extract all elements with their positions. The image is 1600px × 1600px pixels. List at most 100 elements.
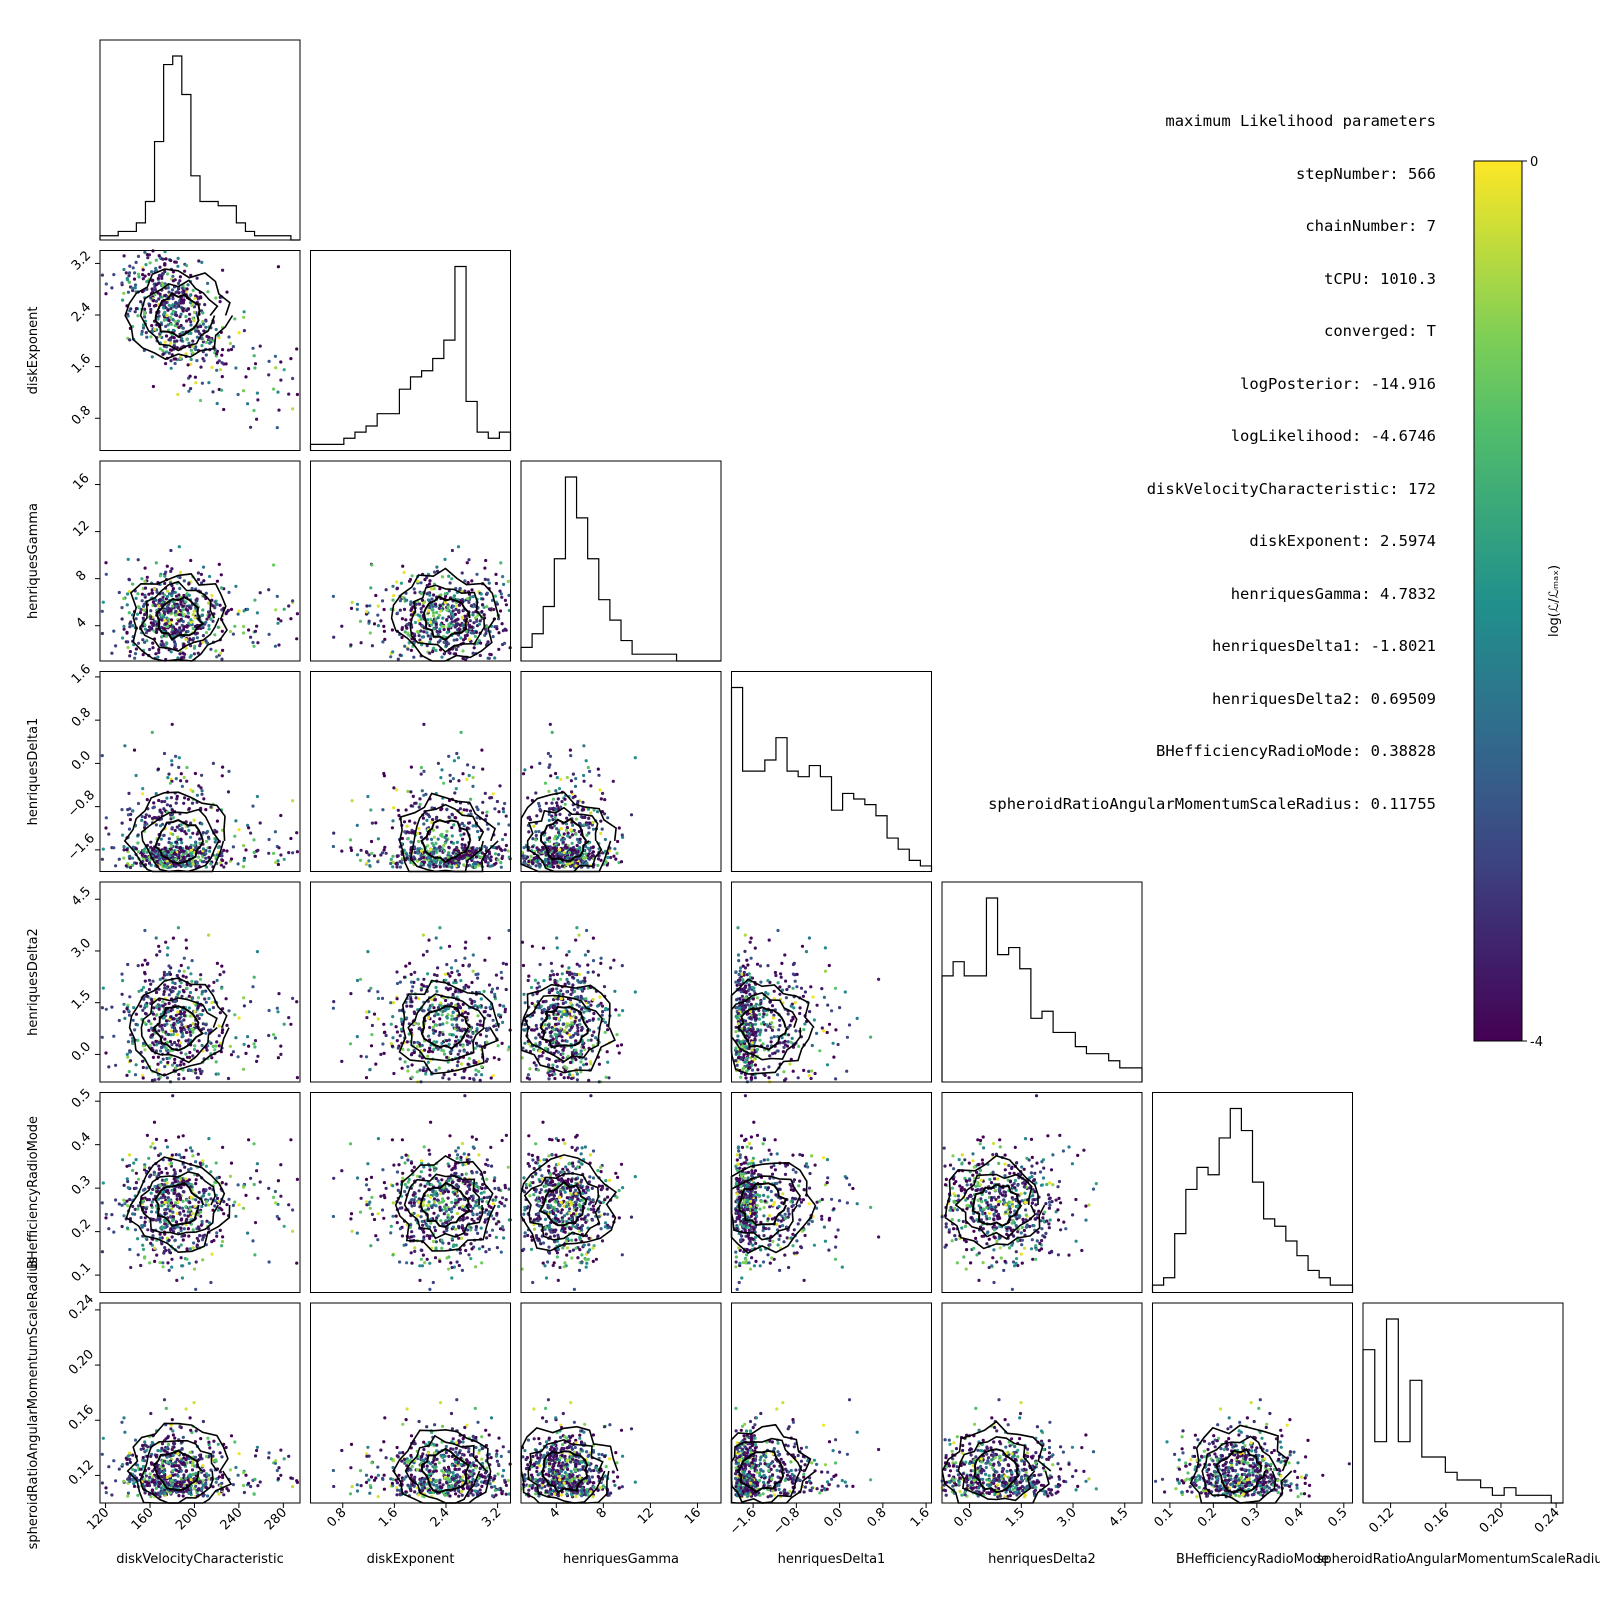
params-line: henriquesDelta1: -1.8021 [1212, 637, 1436, 655]
scatter-point [162, 1016, 166, 1020]
scatter-point [200, 337, 204, 341]
scatter-point [535, 814, 539, 818]
scatter-point [355, 1035, 359, 1039]
scatter-point [207, 933, 211, 937]
scatter-point [431, 614, 436, 618]
scatter-point [167, 1056, 171, 1060]
scatter-point [208, 846, 212, 850]
scatter-point [182, 298, 186, 302]
scatter-point [192, 646, 197, 650]
scatter-point [169, 850, 173, 855]
scatter-point [487, 852, 492, 856]
scatter-point [157, 1029, 161, 1033]
scatter-point [180, 337, 184, 341]
scatter-point [175, 825, 179, 829]
scatter-point [180, 994, 184, 999]
scatter-point [198, 1067, 202, 1071]
scatter-point [480, 748, 484, 752]
scatter-point [131, 582, 135, 586]
scatter-point [162, 864, 166, 868]
scatter-point [616, 1044, 620, 1048]
scatter-point [180, 841, 184, 845]
scatter-point [448, 974, 452, 978]
scatter-point [194, 980, 198, 984]
scatter-point [588, 769, 592, 774]
scatter-point [256, 641, 260, 645]
scatter-point [122, 254, 126, 258]
scatter-point [370, 563, 374, 567]
scatter-point [396, 808, 400, 812]
scatter-point [365, 851, 369, 855]
scatter-point [182, 775, 186, 780]
scatter-point [141, 1008, 145, 1013]
scatter-point [376, 624, 380, 628]
scatter-point [404, 964, 408, 968]
scatter-point [165, 1040, 170, 1044]
scatter-point [422, 722, 426, 727]
scatter-point [389, 857, 393, 862]
scatter-point [348, 838, 353, 842]
scatter-point [220, 586, 224, 590]
scatter-point [131, 809, 135, 813]
scatter-point [155, 590, 159, 594]
scatter-point [483, 958, 487, 962]
scatter-point [204, 353, 208, 357]
scatter-point [252, 644, 256, 648]
scatter-point [450, 548, 454, 553]
scatter-point [476, 1014, 480, 1018]
scatter-point [440, 768, 444, 772]
scatter-point [438, 1001, 443, 1005]
scatter-point [196, 329, 200, 333]
scatter-point [127, 274, 131, 278]
scatter-point [166, 323, 170, 327]
scatter-point [431, 650, 435, 654]
scatter-point [188, 293, 192, 297]
scatter-point [435, 565, 439, 569]
scatter-point [142, 602, 146, 607]
scatter-point [582, 1063, 586, 1067]
scatter-point [355, 607, 359, 612]
scatter-point [582, 779, 586, 783]
scatter-point [145, 280, 149, 284]
scatter-point [189, 357, 193, 362]
scatter-point [379, 1052, 383, 1056]
histogram-line [99, 55, 300, 241]
scatter-point [376, 990, 380, 994]
scatter-point [276, 621, 280, 625]
scatter-point [591, 845, 595, 849]
scatter-point [548, 722, 552, 727]
scatter-point [550, 801, 554, 805]
scatter-point [202, 860, 206, 864]
scatter-point [439, 946, 443, 950]
scatter-point [435, 629, 439, 634]
scatter-point [178, 1016, 182, 1021]
scatter-point [168, 988, 172, 992]
scatter-point [355, 853, 360, 857]
scatter-point [405, 1040, 409, 1044]
scatter-point [143, 979, 147, 983]
scatter-point [154, 936, 158, 940]
scatter-point [218, 973, 222, 977]
scatter-point [157, 254, 161, 258]
scatter-point [481, 597, 485, 601]
scatter-point [206, 610, 211, 614]
scatter-point [191, 344, 195, 348]
scatter-point [253, 362, 258, 366]
scatter-point [215, 352, 219, 356]
scatter-point [481, 800, 485, 804]
scatter-point [598, 995, 602, 999]
scatter-point [166, 776, 170, 780]
scatter-point [179, 1060, 183, 1064]
scatter-point [167, 351, 171, 355]
scatter-point [184, 1052, 188, 1056]
scatter-point [187, 640, 191, 644]
scatter-point [165, 595, 169, 599]
scatter-point [141, 638, 145, 642]
scatter-point [400, 617, 404, 621]
scatter-point [452, 638, 456, 642]
scatter-point [128, 309, 132, 313]
scatter-point [549, 774, 553, 778]
scatter-point [180, 306, 184, 310]
scatter-point [190, 801, 195, 805]
scatter-point [110, 286, 114, 290]
